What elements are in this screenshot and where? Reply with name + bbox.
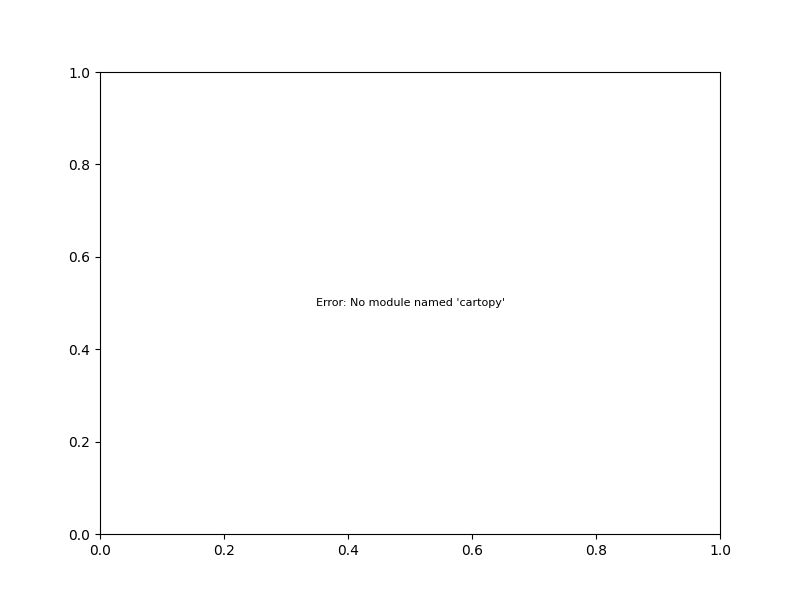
Text: Error: No module named 'cartopy': Error: No module named 'cartopy' [315, 298, 505, 308]
